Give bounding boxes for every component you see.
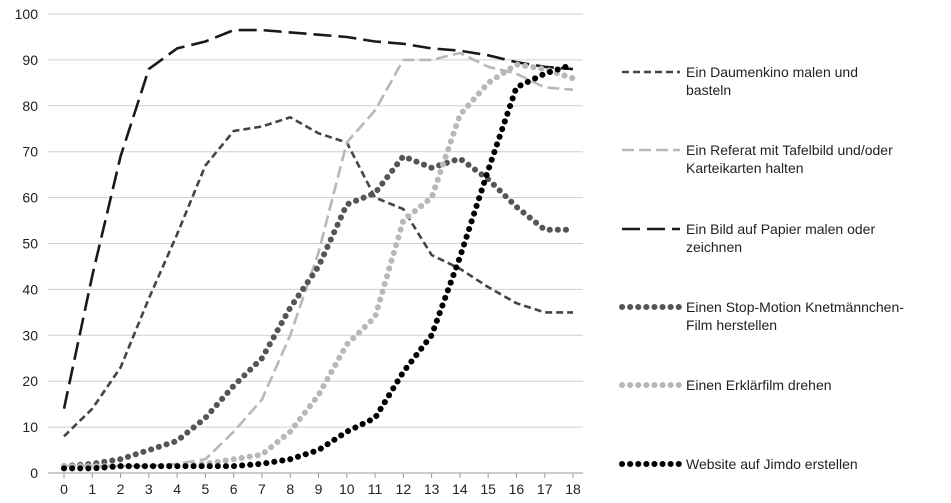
gridlines: [48, 13, 583, 474]
y-tick-label: 10: [22, 419, 38, 435]
legend-entry-website-auf-jimdo-erstellen: Website auf Jimdo erstellen: [619, 456, 858, 472]
series-lines: [61, 28, 576, 472]
y-tick-label: 60: [22, 190, 38, 206]
y-tick-label: 80: [22, 98, 38, 114]
x-tick-label: 17: [537, 481, 553, 497]
y-tick-label: 100: [15, 6, 39, 22]
legend-label: Einen Stop-Motion Knetmännchen-: [686, 299, 904, 315]
series-line-einen-erklarfilm-drehen: [61, 61, 576, 470]
legend-label: Ein Referat mit Tafelbild und/oder: [686, 142, 893, 158]
x-tick-label: 4: [173, 481, 181, 497]
x-axis-tick-labels: 0 1 2 3 4 5 6 7 8 9 10 11 12 13 14 15 16 17 18: [60, 473, 581, 497]
legend: Ein Daumenkino malen und basteln Ein Refer…: [619, 64, 904, 472]
x-tick-label: 1: [88, 481, 96, 497]
x-tick-label: 0: [60, 481, 68, 497]
legend-label: Ein Bild auf Papier malen oder: [686, 221, 875, 237]
legend-entry-einen-stop-motion-knetmannchen-film-hers: Einen Stop-Motion Knetmännchen- Film hers…: [619, 299, 904, 333]
x-tick-label: 16: [509, 481, 525, 497]
x-tick-label: 13: [424, 481, 440, 497]
y-tick-label: 40: [22, 281, 38, 297]
series-line-ein-bild-auf-papier-malen-oder-zeichnen: [62, 28, 574, 409]
y-tick-label: 20: [22, 373, 38, 389]
legend-label: Ein Daumenkino malen und: [686, 64, 858, 80]
x-tick-label: 8: [286, 481, 294, 497]
y-axis-tick-labels: 0 10 20 30 40 50 60 70 80 90 100: [15, 6, 39, 481]
x-tick-label: 12: [396, 481, 412, 497]
legend-entry-ein-daumenkino-malen-und-basteln: Ein Daumenkino malen und basteln: [622, 64, 858, 98]
y-tick-label: 50: [22, 236, 38, 252]
y-tick-label: 30: [22, 327, 38, 343]
x-tick-label: 10: [339, 481, 355, 497]
x-tick-label: 5: [201, 481, 209, 497]
x-tick-label: 15: [480, 481, 496, 497]
x-tick-label: 14: [452, 481, 468, 497]
legend-entry-ein-bild-auf-papier-malen-oder-zeichnen: Ein Bild auf Papier malen oder zeichnen: [622, 221, 875, 255]
x-tick-label: 6: [230, 481, 238, 497]
legend-label: Karteikarten halten: [686, 160, 804, 176]
y-tick-label: 70: [22, 144, 38, 160]
x-tick-label: 11: [368, 481, 383, 497]
series-line-website-auf-jimdo-erstellen: [61, 61, 576, 472]
x-tick-label: 2: [117, 481, 125, 497]
x-tick-label: 18: [565, 481, 581, 497]
legend-label: Einen Erklärfilm drehen: [686, 377, 832, 393]
legend-label: basteln: [686, 82, 731, 98]
y-tick-label: 0: [30, 465, 38, 481]
series-line-einen-stop-motion-knetmannchen-film-hers: [61, 153, 576, 470]
legend-label: zeichnen: [686, 239, 742, 255]
legend-label: Website auf Jimdo erstellen: [686, 456, 858, 472]
x-tick-label: 3: [145, 481, 153, 497]
legend-label: Film herstellen: [686, 317, 777, 333]
y-tick-label: 90: [22, 52, 38, 68]
x-tick-label: 7: [258, 481, 266, 497]
series-line-ein-referat-mit-tafelbild-und-oder-karte: [64, 51, 574, 468]
series-line-ein-daumenkino-malen-und-basteln: [63, 116, 573, 438]
legend-entry-ein-referat-mit-tafelbild-und-oder-karte: Ein Referat mit Tafelbild und/oder Kartei…: [622, 142, 893, 176]
legend-entry-einen-erklarfilm-drehen: Einen Erklärfilm drehen: [619, 377, 832, 393]
x-tick-label: 9: [315, 481, 323, 497]
